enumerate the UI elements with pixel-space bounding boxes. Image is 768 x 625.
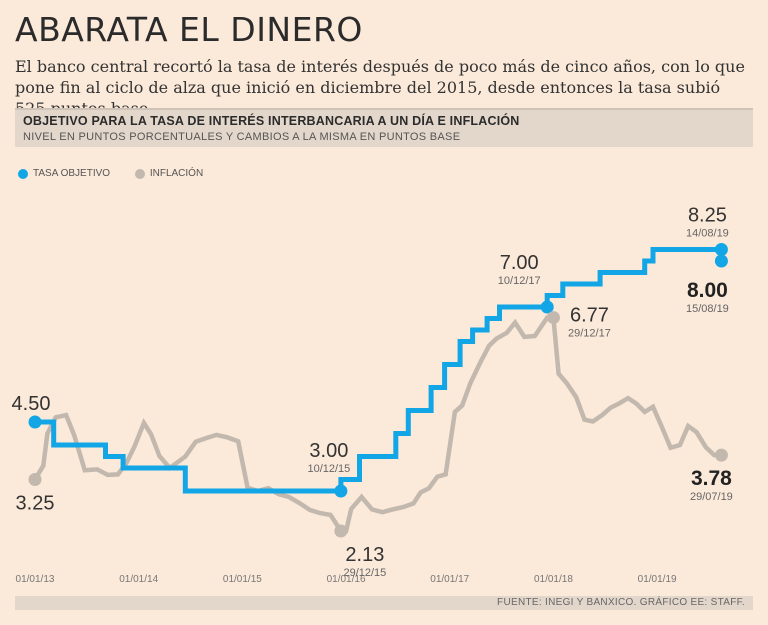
legend-item-tasa: TASA OBJETIVO — [18, 168, 110, 179]
x-tick-label: 01/01/15 — [223, 574, 262, 585]
panel-header: OBJETIVO PARA LA TASA DE INTERÉS INTERBA… — [15, 108, 753, 147]
chart-title: ABARATA EL DINERO — [15, 10, 363, 49]
x-tick-label: 01/01/16 — [327, 574, 366, 585]
source-note: FUENTE: INEGI Y BANXICO. GRÁFICO EE: STA… — [15, 596, 753, 610]
data-label-date: 14/08/19 — [686, 228, 729, 240]
inflacion-point-marker — [546, 311, 560, 325]
data-label-date: 29/12/17 — [568, 328, 611, 340]
legend-dot-inflacion-icon — [134, 168, 145, 179]
data-label-value: 6.77 — [570, 305, 609, 327]
tasa-point-marker — [714, 243, 728, 256]
data-label-date: 10/12/15 — [307, 463, 350, 475]
data-label-value: 2.13 — [345, 544, 384, 566]
data-label-date: 29/07/19 — [690, 491, 733, 503]
inflacion-point-marker — [714, 448, 728, 462]
legend-label-tasa: TASA OBJETIVO — [33, 168, 111, 179]
x-tick-label: 01/01/19 — [638, 574, 677, 585]
data-label-value: 7.00 — [500, 252, 539, 274]
inflacion-point-marker — [334, 524, 348, 538]
legend-item-inflacion: INFLACIÓN — [134, 168, 204, 179]
x-tick-label: 01/01/13 — [16, 574, 55, 585]
data-label-value: 8.00 — [687, 279, 728, 302]
data-label-value: 4.50 — [12, 393, 51, 415]
tasa-point-marker — [334, 484, 348, 498]
inflacion-point-marker — [28, 473, 42, 486]
data-label-value: 3.00 — [309, 440, 348, 462]
series-line-inflacion — [33, 315, 722, 534]
data-label-value: 8.25 — [688, 205, 727, 227]
x-tick-label: 01/01/14 — [119, 574, 158, 585]
data-label-value: 3.25 — [16, 493, 55, 515]
data-label-date: 29/12/15 — [343, 567, 386, 579]
chart-subtitle: El banco central recortó la tasa de inte… — [15, 57, 745, 118]
x-tick-label: 01/01/18 — [534, 574, 573, 585]
series-line-tasa-objetivo — [35, 247, 724, 494]
x-tick-label: 01/01/17 — [430, 574, 469, 585]
tasa-point-marker — [714, 254, 728, 268]
legend-dot-tasa-icon — [18, 168, 28, 179]
tasa-point-marker — [28, 415, 42, 429]
panel-title: OBJETIVO PARA LA TASA DE INTERÉS INTERBA… — [23, 114, 520, 128]
data-label-date: 10/12/17 — [498, 275, 541, 287]
legend-label-inflacion: INFLACIÓN — [149, 168, 204, 179]
data-label-date: 15/08/19 — [686, 303, 729, 315]
tasa-point-marker — [540, 300, 554, 314]
legend: TASA OBJETIVO INFLACIÓN — [18, 168, 225, 182]
panel-subtitle: NIVEL EN PUNTOS PORCENTUALES Y CAMBIOS A… — [23, 131, 461, 143]
data-label-value: 3.78 — [691, 467, 732, 490]
